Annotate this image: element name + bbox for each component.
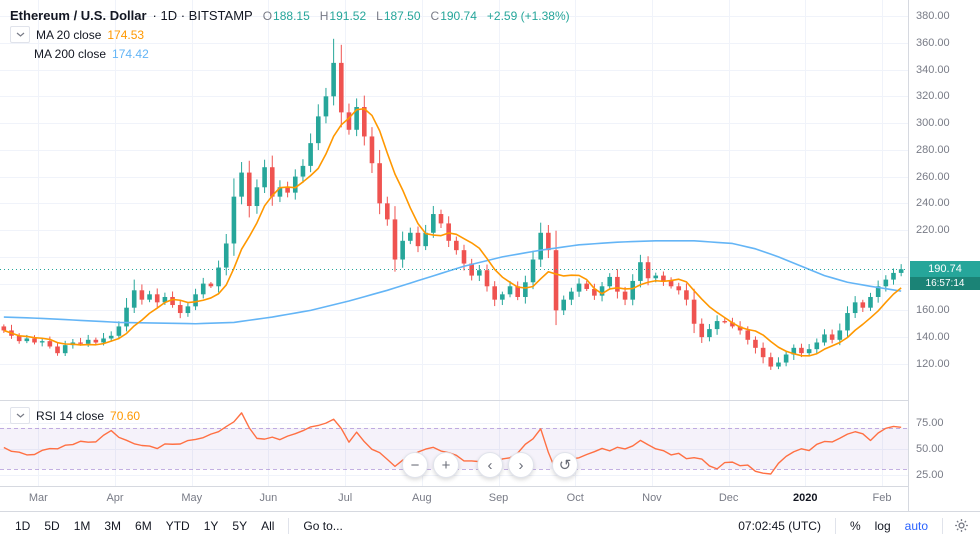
ma200-label: MA 200 close — [34, 46, 107, 61]
price-tick-label: 220.00 — [916, 224, 950, 237]
range-6m-button[interactable]: 6M — [129, 516, 158, 536]
time-axis-label: Aug — [412, 492, 432, 504]
symbol-title[interactable]: Ethereum / U.S. Dollar — [10, 8, 147, 23]
scale-controls: 07:02:45 (UTC) % log auto — [731, 515, 972, 537]
close-value: 190.74 — [440, 8, 477, 23]
bar-countdown-badge: 16:57:14 — [910, 277, 980, 291]
go-to-button[interactable]: Go to... — [297, 516, 348, 536]
range-5d-button[interactable]: 5D — [38, 516, 65, 536]
auto-scale-button[interactable]: auto — [899, 516, 934, 536]
zoom-controls: − + — [402, 452, 459, 478]
scroll-right-button[interactable]: › — [508, 452, 534, 478]
rsi-pane-legend: RSI 14 close 70.60 — [10, 407, 140, 424]
range-5y-button[interactable]: 5Y — [226, 516, 253, 536]
ohlc-close: C 190.74 — [430, 8, 477, 23]
range-1m-button[interactable]: 1M — [68, 516, 97, 536]
range-1d-button[interactable]: 1D — [9, 516, 36, 536]
price-tick-label: 320.00 — [916, 90, 950, 103]
price-tick-label: 280.00 — [916, 143, 950, 156]
rsi-collapse-chevron-icon[interactable] — [10, 407, 30, 424]
rsi-tick-label: 75.00 — [916, 416, 944, 429]
time-axis-label: Feb — [872, 492, 892, 504]
time-axis-label: May — [181, 492, 203, 504]
symbol-row: Ethereum / U.S. Dollar · 1D · BITSTAMP O… — [10, 6, 570, 25]
price-axis[interactable]: 190.74 16:57:14 380.00 360.00 340.00 320.00… — [908, 0, 980, 511]
ma200-legend-row: MA 200 close 174.42 — [10, 44, 570, 63]
ohlc-low: L 187.50 — [376, 8, 421, 23]
ohlc-high: H 191.52 — [319, 8, 367, 23]
low-value: 187.50 — [383, 8, 421, 23]
percent-scale-button[interactable]: % — [844, 516, 867, 536]
rsi-tick-label: 25.00 — [916, 468, 944, 481]
time-axis-label: Apr — [106, 492, 124, 504]
bottom-toolbar: 1D 5D 1M 3M 6M YTD 1Y 5Y All Go to... 07… — [0, 511, 980, 539]
ma20-value: 174.53 — [107, 27, 145, 42]
last-price-badge: 190.74 — [910, 261, 980, 278]
price-tick-label: 380.00 — [916, 10, 950, 23]
time-axis-label: Nov — [642, 492, 662, 504]
price-tick-label: 160.00 — [916, 304, 950, 317]
scroll-controls: ‹ › — [477, 452, 534, 478]
main-chart-legend: Ethereum / U.S. Dollar · 1D · BITSTAMP O… — [10, 6, 570, 63]
time-axis-label: Sep — [488, 492, 509, 504]
chart-navigation-controls: − + ‹ › ↺ — [402, 452, 578, 478]
time-axis-label: Dec — [718, 492, 739, 504]
price-tick-label: 120.00 — [916, 357, 950, 370]
price-tick-label: 360.00 — [916, 36, 950, 49]
range-ytd-button[interactable]: YTD — [160, 516, 196, 536]
open-value: 188.15 — [273, 8, 310, 23]
rsi-value: 70.60 — [110, 408, 141, 423]
time-axis-label: Jun — [259, 492, 278, 504]
zoom-out-button[interactable]: − — [402, 452, 428, 478]
legend-collapse-chevron-icon[interactable] — [10, 26, 30, 43]
price-tick-label: 240.00 — [916, 197, 950, 210]
high-value: 191.52 — [329, 8, 367, 23]
clock-utc-button[interactable]: 07:02:45 (UTC) — [732, 516, 827, 536]
time-axis-label: Jul — [338, 492, 353, 504]
zoom-in-button[interactable]: + — [433, 452, 459, 478]
price-tick-label: 340.00 — [916, 63, 950, 76]
timeframe-buttons: 1D 5D 1M 3M 6M YTD 1Y 5Y All Go to... — [8, 516, 350, 536]
reset-chart-button[interactable]: ↺ — [552, 452, 578, 478]
time-axis-label: Mar — [28, 492, 48, 504]
toolbar-divider — [834, 517, 836, 534]
ma200-value: 174.42 — [112, 46, 149, 61]
range-all-button[interactable]: All — [255, 516, 280, 536]
rsi-tick-label: 50.00 — [916, 442, 944, 455]
ohlc-open: O 188.15 — [262, 8, 310, 23]
time-axis-label: 2020 — [793, 492, 818, 504]
time-axis[interactable]: Mar Apr May Jun Jul Aug Sep Oct Nov Dec 2020 Feb — [0, 486, 908, 512]
range-3m-button[interactable]: 3M — [98, 516, 127, 536]
time-axis-label: Oct — [566, 492, 584, 504]
symbol-meta: · 1D · BITSTAMP — [152, 8, 253, 23]
toolbar-divider — [288, 517, 290, 534]
scroll-left-button[interactable]: ‹ — [477, 452, 503, 478]
price-tick-label: 260.00 — [916, 170, 950, 183]
range-1y-button[interactable]: 1Y — [198, 516, 225, 536]
ma20-legend-row: MA 20 close 174.53 — [10, 25, 570, 44]
change-value: +2.59 (+1.38%) — [486, 8, 570, 23]
candlestick-chart-canvas[interactable] — [0, 0, 908, 486]
log-scale-button[interactable]: log — [869, 516, 897, 536]
toolbar-divider — [942, 517, 943, 534]
price-tick-label: 300.00 — [916, 117, 950, 130]
rsi-label: RSI 14 close — [36, 408, 105, 423]
ma20-label: MA 20 close — [36, 27, 102, 42]
settings-gear-icon[interactable] — [950, 515, 972, 537]
price-tick-label: 140.00 — [916, 331, 950, 344]
